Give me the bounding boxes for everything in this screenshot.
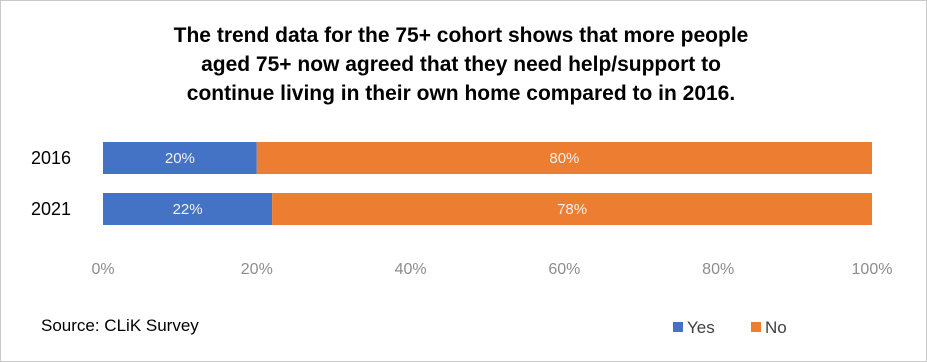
x-tick-label: 100% [852, 261, 893, 278]
legend-swatch-yes [673, 322, 683, 332]
x-tick-label: 80% [702, 261, 734, 278]
x-tick-label: 60% [548, 261, 580, 278]
bar-yes-2016 [103, 142, 257, 174]
data-label-no-2016: 80% [549, 150, 579, 167]
category-label-2016: 2016 [31, 148, 71, 168]
legend-swatch-no [751, 322, 761, 332]
source-note: Source: CLiK Survey [41, 316, 199, 335]
data-label-no-2021: 78% [557, 201, 587, 218]
bar-no-2016 [256, 142, 872, 174]
x-tick-label: 0% [91, 261, 114, 278]
bar-yes-2021 [103, 193, 273, 225]
data-label-yes-2016: 20% [165, 150, 195, 167]
bar-no-2021 [272, 193, 872, 225]
x-tick-label: 20% [241, 261, 273, 278]
data-label-yes-2021: 22% [173, 201, 203, 218]
chart-title-line-2: aged 75+ now agreed that they need help/… [201, 53, 721, 76]
legend-label-yes: Yes [687, 318, 715, 337]
chart-title: The trend data for the 75+ cohort shows … [61, 21, 861, 108]
x-tick-label: 40% [395, 261, 427, 278]
chart-title-line-1: The trend data for the 75+ cohort shows … [173, 24, 749, 47]
legend-item-no: No [751, 318, 787, 338]
legend-label-no: No [765, 318, 787, 337]
legend-item-yes: Yes [673, 318, 715, 338]
chart-title-line-3: continue living in their own home compar… [186, 82, 736, 105]
category-label-2021: 2021 [31, 199, 71, 219]
